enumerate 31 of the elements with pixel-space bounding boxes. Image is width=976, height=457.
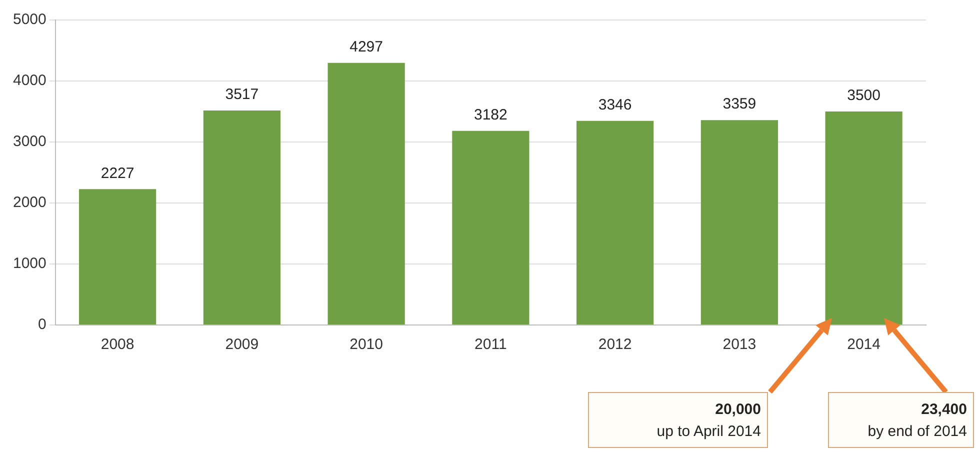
y-tick-label: 3000 [12, 133, 46, 150]
text: 20,000 [714, 400, 761, 420]
bar [825, 112, 902, 324]
data-label: 3182 [474, 106, 508, 124]
y-tick-label: 0 [38, 316, 46, 334]
bar [452, 130, 530, 324]
x-tick-label: 2009 [225, 336, 259, 354]
y-tick-label: 5000 [12, 11, 46, 28]
x-tick-label: 2013 [722, 336, 756, 354]
x-tick-label: 2011 [474, 336, 507, 354]
data-label: 3359 [722, 96, 756, 113]
bar [576, 120, 654, 324]
y-tick-label: 2000 [12, 194, 46, 212]
data-label: 3500 [847, 87, 880, 104]
bar [328, 62, 405, 324]
x-tick-label: 2012 [598, 336, 632, 354]
data-label: 3346 [598, 96, 632, 114]
x-tick-label: 2010 [350, 336, 383, 354]
x-tick-label: 2014 [847, 336, 880, 354]
x-tick-label: 2008 [100, 336, 134, 354]
bar [79, 189, 156, 324]
y-tick-label: 1000 [12, 255, 46, 272]
data-label: 3517 [225, 86, 259, 104]
data-label: 4297 [350, 38, 383, 56]
text: 23,400 [920, 400, 967, 420]
bar [700, 120, 778, 324]
bar [203, 110, 280, 324]
text: by end of 2014 [866, 422, 967, 442]
y-tick-label: 4000 [12, 72, 46, 90]
data-label: 2227 [100, 164, 134, 182]
text: up to April 2014 [656, 422, 761, 442]
